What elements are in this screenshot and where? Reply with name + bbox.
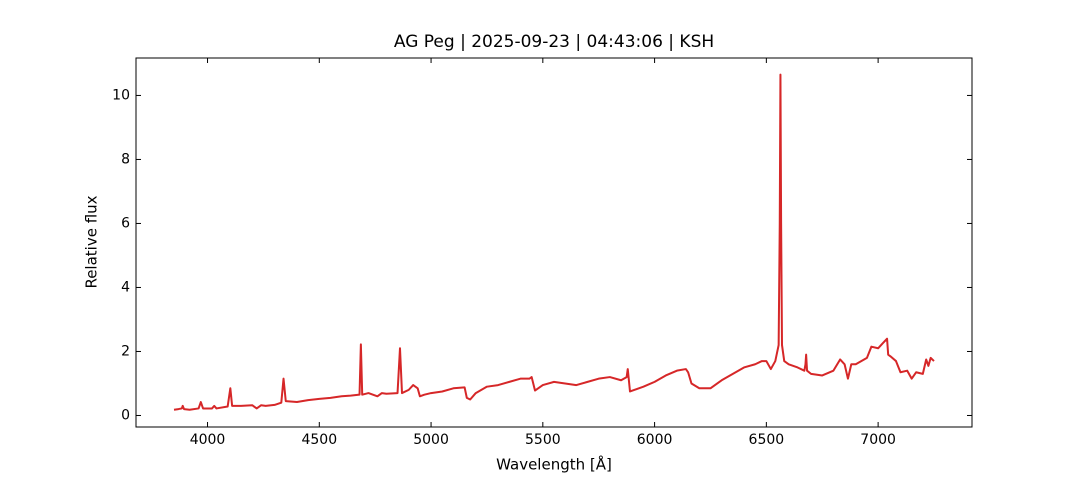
x-axis-label: Wavelength [Å] — [496, 455, 612, 474]
y-tick-label: 2 — [121, 343, 130, 359]
x-tick-label: 4000 — [190, 432, 226, 448]
y-tick-label: 4 — [121, 279, 130, 295]
y-tick-label: 6 — [121, 215, 130, 231]
y-tick-label: 10 — [112, 87, 130, 103]
x-tick-label: 5000 — [413, 432, 449, 448]
y-tick-label: 8 — [121, 151, 130, 167]
x-tick-label: 4500 — [301, 432, 337, 448]
plot-frame — [135, 57, 973, 428]
chart-title: AG Peg | 2025-09-23 | 04:43:06 | KSH — [394, 32, 714, 52]
x-tick-label: 7000 — [860, 432, 896, 448]
x-tick-label: 6500 — [749, 432, 785, 448]
y-tick-label: 0 — [121, 407, 130, 423]
spectrum-line — [173, 73, 935, 411]
x-tick-label: 5500 — [525, 432, 561, 448]
y-axis-label: Relative flux — [83, 195, 101, 288]
x-tick-label: 6000 — [637, 432, 673, 448]
